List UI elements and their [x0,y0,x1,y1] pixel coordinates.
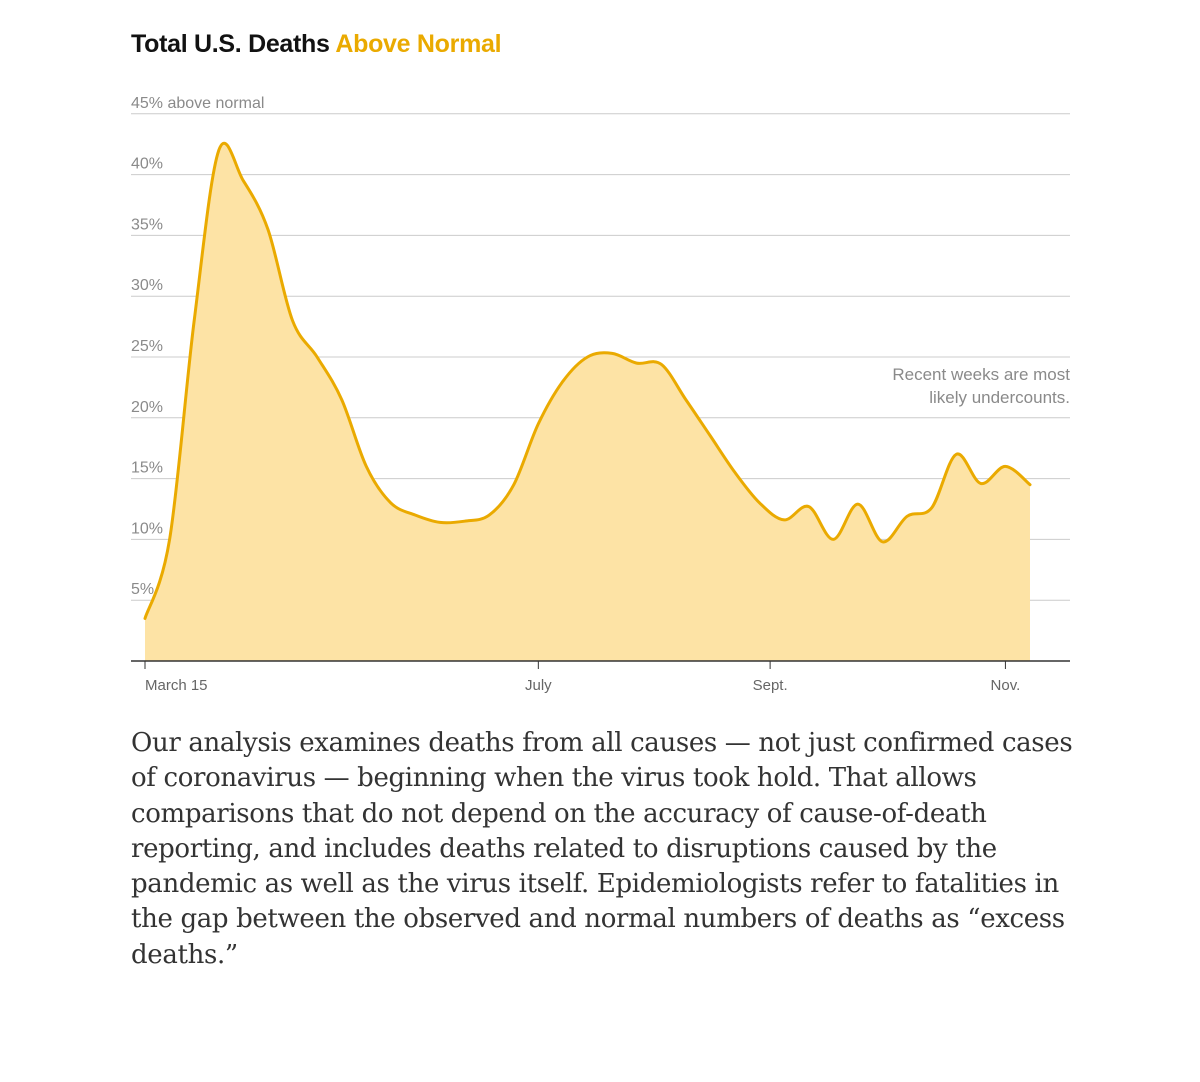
x-axis: March 15 July Sept. Nov. [131,660,1070,694]
x-tick-label-0: March 15 [145,677,208,694]
y-tick-labels: 5% 10% 15% 20% 25% 30% 35% 40% 45% above normal [131,95,264,598]
y-tick-label-15: 15% [131,460,163,477]
y-tick-label-10: 10% [131,520,163,537]
area-fill [145,143,1030,661]
annotation-line-0: Recent weeks are most [892,365,1070,384]
y-tick-label-40: 40% [131,156,163,173]
y-tick-label-45: 45% above normal [131,95,264,112]
deaths-above-normal-chart: March 15 July Sept. Nov. 5% 10% 15% 20% 25% 30% 3… [131,95,1070,694]
x-tick-label-3: Nov. [991,677,1021,694]
chart-title-highlight: Above Normal [335,30,502,58]
series-line [143,141,1032,620]
y-tick-label-35: 35% [131,216,163,233]
y-tick-label-25: 25% [131,338,163,355]
y-tick-label-20: 20% [131,399,163,416]
annotation-line-1: likely undercounts. [929,388,1070,407]
x-tick-label-2: Sept. [753,677,788,694]
annotation: Recent weeks are most likely undercounts. [892,365,1070,407]
y-tick-label-30: 30% [131,277,163,294]
x-tick-label-1: July [525,677,552,694]
body-paragraph: Our analysis examines deaths from all ca… [131,728,1073,970]
chart-title: Total U.S. Deaths Above Normal [131,30,502,59]
y-tick-label-5: 5% [131,581,154,598]
chart-title-main: Total U.S. Deaths [131,30,336,58]
area-layer [143,141,1032,661]
